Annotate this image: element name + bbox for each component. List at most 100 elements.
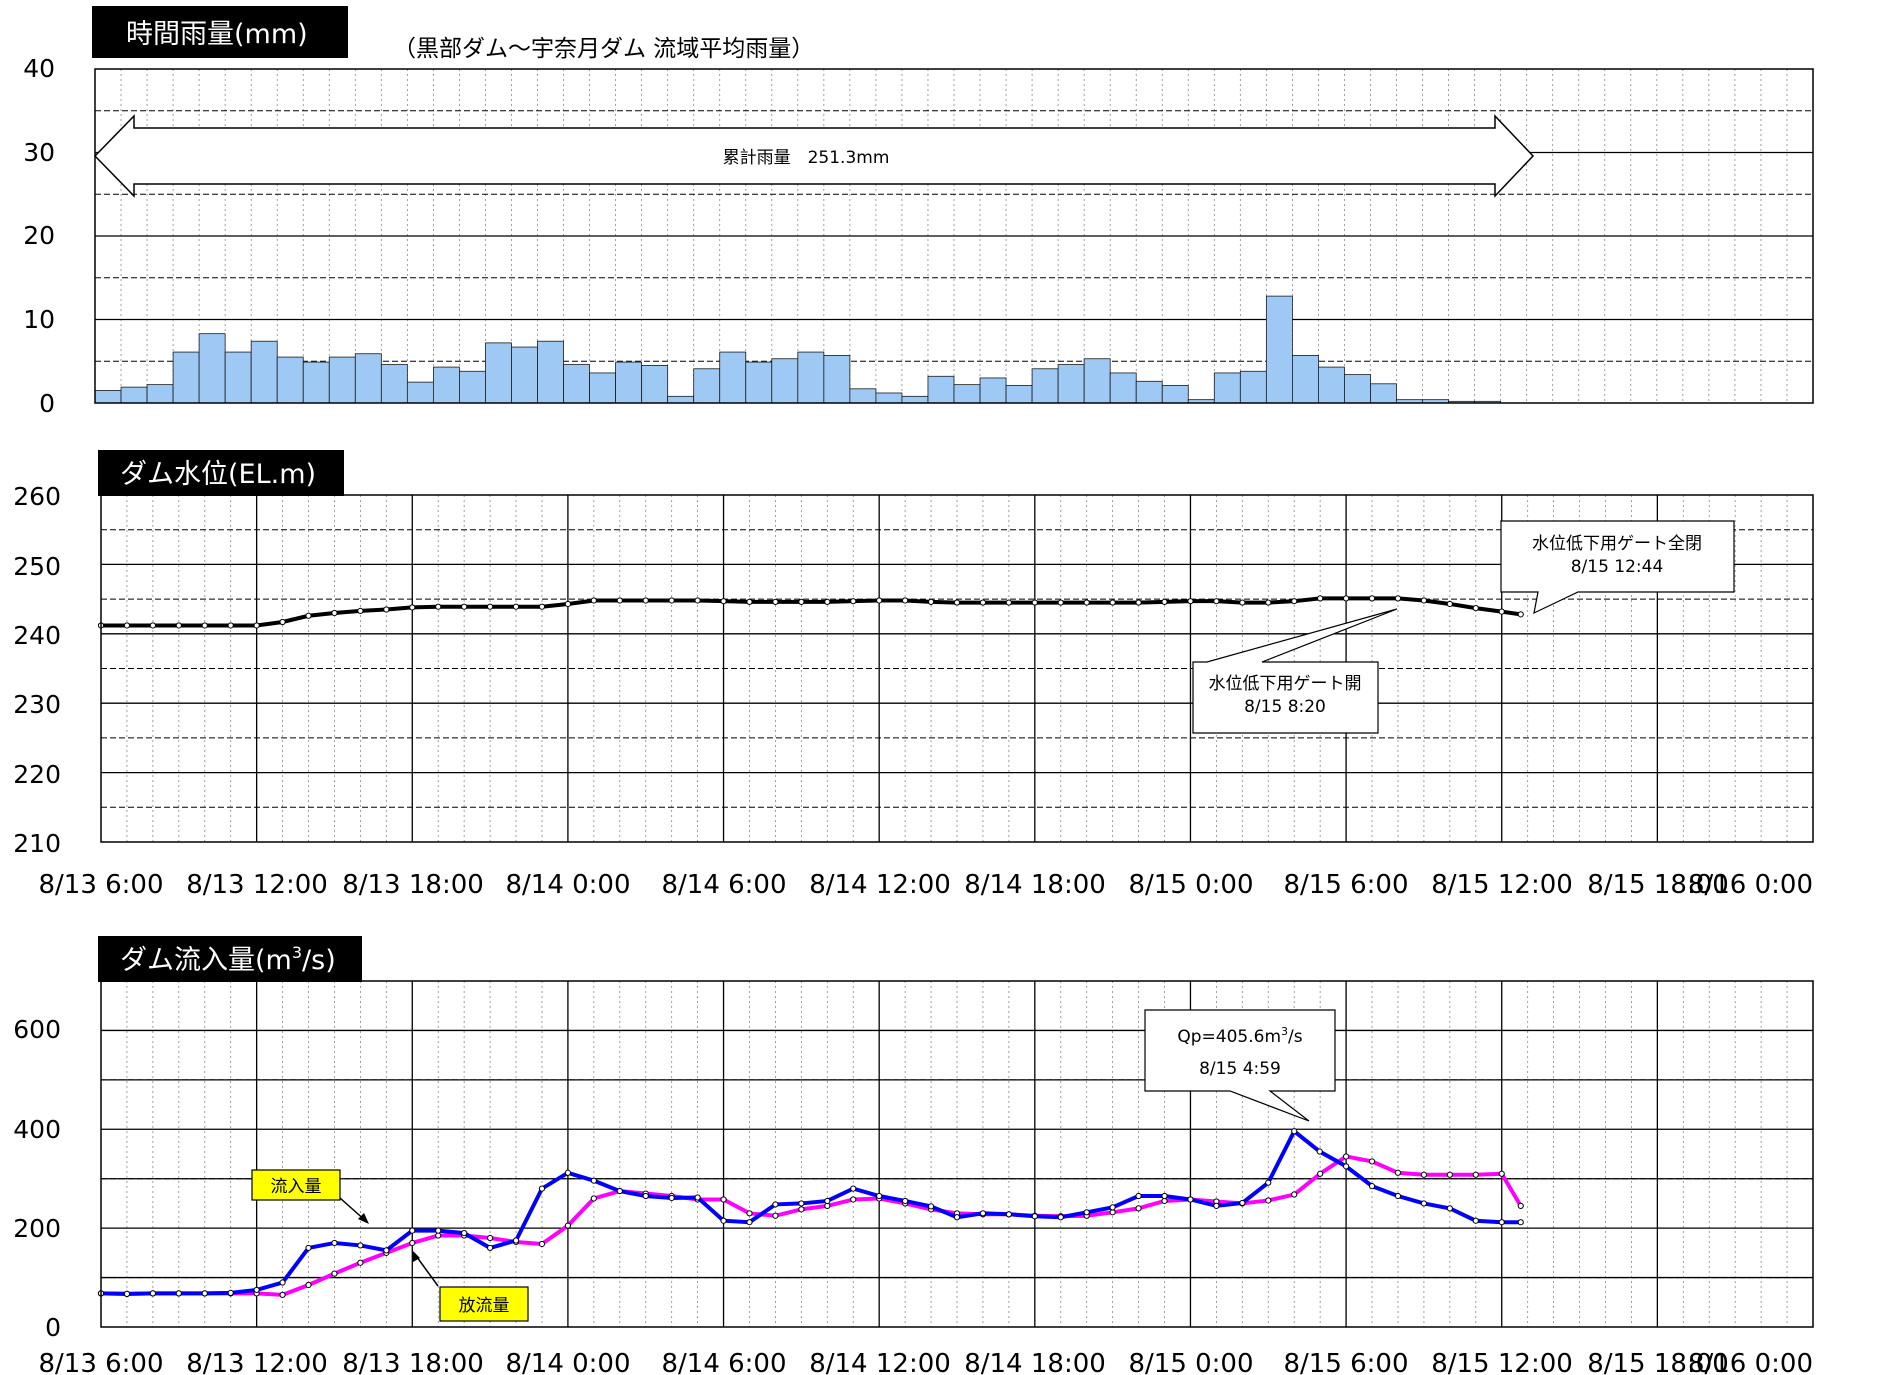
rainfall-bar [667,395,695,404]
water-level-point [1265,599,1272,606]
inflow-point [279,1279,286,1286]
inflow-point [1394,1192,1402,1200]
flow-grid [101,981,1813,1327]
water-level-point [149,622,156,629]
water-level-point [1135,599,1142,606]
outflow-point [279,1291,286,1298]
inflow-point [902,1197,909,1205]
lvl-ytick-260: 260 [13,482,61,511]
gate-close-label: 水位低下用ゲート全閉 [1532,534,1702,554]
rainfall-bar [1370,383,1397,404]
lvl-xtick-8: 8/15 6:00 [1283,870,1408,900]
water-level-point [305,612,312,619]
outflow-point [1161,1197,1168,1205]
legend-inflow: 流入量 [251,1169,369,1224]
outflow-point [1498,1170,1505,1177]
flow-x-axis: 8/13 6:00 8/13 12:00 8/13 18:00 8/14 0:0… [38,1349,1813,1375]
lvl-ytick-210: 210 [13,829,61,858]
rainfall-bar [198,333,226,404]
rainfall-bar [406,381,434,404]
rainfall-bar [537,340,564,404]
legend-outflow-label: 放流量 [459,1296,510,1316]
water-level-point [1109,599,1116,606]
flow-ytick-200: 200 [13,1214,61,1243]
outflow-point [1135,1205,1142,1212]
rainfall-bar [797,351,825,404]
inflow-point [1420,1200,1428,1207]
water-level-point [1187,598,1194,605]
inflow-point [538,1185,546,1192]
outflow-point [590,1195,597,1202]
rainfall-bars [94,295,1502,404]
rainfall-grid [95,69,1813,403]
lvl-xtick-9: 8/15 12:00 [1431,870,1573,900]
water-level-x-axis: 8/13 6:00 8/13 12:00 8/13 18:00 8/14 0:0… [38,870,1813,900]
rainfall-bar [615,361,643,404]
outflow-point [409,1239,416,1247]
inflow-point [305,1244,312,1252]
outflow-point [720,1196,727,1203]
gate-close-time: 8/15 12:44 [1571,557,1664,577]
water-level-point [694,597,701,604]
inflow-point [175,1290,182,1297]
rainfall-bar [771,358,799,404]
outflow-point [305,1281,312,1289]
outflow-point [1368,1158,1376,1165]
rainfall-bar [250,340,278,404]
flow-xtick-6: 8/14 18:00 [964,1349,1106,1375]
rainfall-bar [432,366,460,404]
water-level-point [1291,598,1298,605]
legend-inflow-box [251,1169,341,1201]
flow-title-box [98,936,362,982]
inflow-point [435,1227,442,1234]
outflow-point [331,1270,338,1277]
rainfall-bar [901,395,929,404]
inflow-point [1213,1202,1220,1210]
water-level-point [279,618,286,626]
outflow-point [435,1232,442,1239]
rainfall-bar [511,346,538,404]
inflow-point [1031,1213,1038,1220]
rainfall-bar [328,356,356,404]
outflow-point [1446,1171,1453,1178]
water-level-point [798,598,805,605]
water-level-point [383,606,390,613]
inflow-point [694,1194,701,1201]
rainfall-bar [1344,374,1371,404]
lvl-xtick-7: 8/15 0:00 [1128,870,1253,900]
inflow-point [123,1290,131,1297]
water-level-point [902,597,909,604]
rain-ytick-10: 10 [23,305,55,334]
water-level-point [253,622,260,629]
rainfall-bar [1057,364,1085,404]
rainfall-bar [1318,366,1345,404]
lvl-xtick-6: 8/14 18:00 [964,870,1106,900]
rainfall-bar [927,375,955,404]
outflow-point [538,1240,546,1248]
inflow-point [227,1289,234,1296]
lvl-xtick-2: 8/13 18:00 [342,870,484,900]
lvl-ytick-220: 220 [13,760,61,789]
peak-flow-callout: Qp=405.6m3/s 8/15 4:59 [1144,1009,1336,1122]
outflow-point [564,1222,572,1229]
inflow-point [616,1187,623,1195]
water-level-point [1005,599,1012,606]
lvl-xtick-11: 8/16 0:00 [1688,870,1813,900]
rainfall-bar [1239,370,1267,404]
rainfall-bar [1083,358,1111,404]
water-level-plot-frame [100,494,1814,843]
water-level-point [435,603,442,610]
outflow-point [850,1196,857,1203]
water-level-line [101,596,1522,628]
water-level-point [564,600,572,608]
legend-inflow-label: 流入量 [271,1177,322,1197]
rain-ytick-30: 30 [23,138,55,167]
rainfall-bar [1005,385,1033,404]
water-level-point [927,598,935,605]
inflow-point [201,1290,208,1297]
water-level-point [123,622,131,629]
rainfall-bar [94,390,122,404]
water-level-point [1083,599,1090,606]
rainfall-bar [146,384,174,404]
flow-panel: 600 400 200 0 8/13 6:00 8/13 12:00 8/13 … [13,936,1814,1375]
